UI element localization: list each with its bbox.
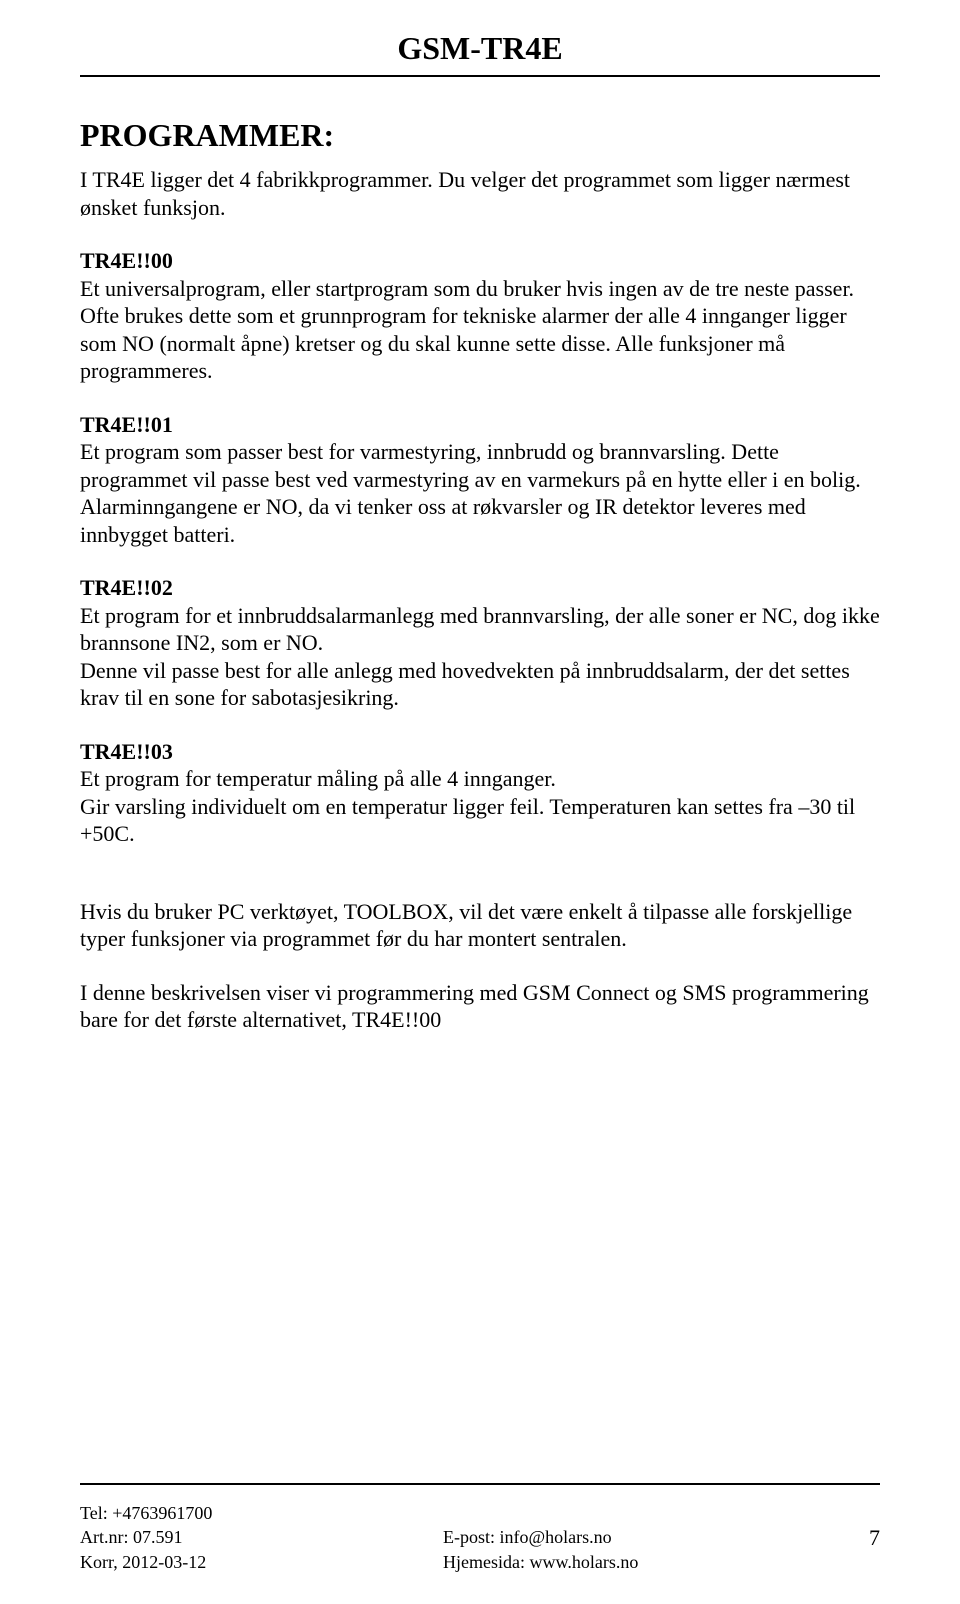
footer-tel: +4763961700 [112,1503,212,1523]
footer-artnr: 07.591 [133,1527,183,1547]
footer-mid-block: E-post: info@holars.no Hjemesida: www.ho… [443,1525,638,1574]
section-1-title: TR4E!!01 [80,412,173,437]
section-3-body: Et program for temperatur måling på alle… [80,766,855,846]
footer-web-label: Hjemesida: [443,1552,525,1572]
page-footer: Tel: +4763961700 Art.nr: 07.591 Korr, 20… [80,1483,880,1574]
page-number: 7 [869,1523,880,1553]
footer-korr: 2012-03-12 [122,1552,206,1572]
footer-web-line: Hjemesida: www.holars.no [443,1550,638,1574]
trailing-paragraph-0: Hvis du bruker PC verktøyet, TOOLBOX, vi… [80,898,880,953]
section-0: TR4E!!00 Et universalprogram, eller star… [80,247,880,385]
intro-paragraph: I TR4E ligger det 4 fabrikkprogrammer. D… [80,166,880,221]
footer-row: Tel: +4763961700 Art.nr: 07.591 Korr, 20… [80,1501,880,1574]
document-header-title: GSM-TR4E [80,30,880,67]
footer-left-block: Tel: +4763961700 Art.nr: 07.591 Korr, 20… [80,1501,212,1574]
section-0-body: Et universalprogram, eller startprogram … [80,276,854,384]
section-2-title: TR4E!!02 [80,575,173,600]
section-3-title: TR4E!!03 [80,739,173,764]
section-0-title: TR4E!!00 [80,248,173,273]
footer-korr-label: Korr, [80,1552,118,1572]
footer-tel-label: Tel: [80,1503,108,1523]
footer-email-label: E-post: [443,1527,495,1547]
section-2: TR4E!!02 Et program for et innbruddsalar… [80,574,880,712]
footer-web: www.holars.no [530,1552,639,1572]
footer-divider [80,1483,880,1485]
footer-tel-line: Tel: +4763961700 [80,1501,212,1525]
footer-artnr-label: Art.nr: [80,1527,129,1547]
section-1: TR4E!!01 Et program som passer best for … [80,411,880,549]
footer-email: info@holars.no [500,1527,612,1547]
main-heading: PROGRAMMER: [80,117,880,154]
footer-email-line: E-post: info@holars.no [443,1525,638,1549]
header-divider [80,75,880,77]
footer-korr-line: Korr, 2012-03-12 [80,1550,212,1574]
trailing-paragraph-1: I denne beskrivelsen viser vi programmer… [80,979,880,1034]
section-2-body: Et program for et innbruddsalarmanlegg m… [80,603,880,711]
footer-artnr-line: Art.nr: 07.591 [80,1525,212,1549]
section-3: TR4E!!03 Et program for temperatur målin… [80,738,880,848]
section-1-body: Et program som passer best for varmestyr… [80,439,861,547]
